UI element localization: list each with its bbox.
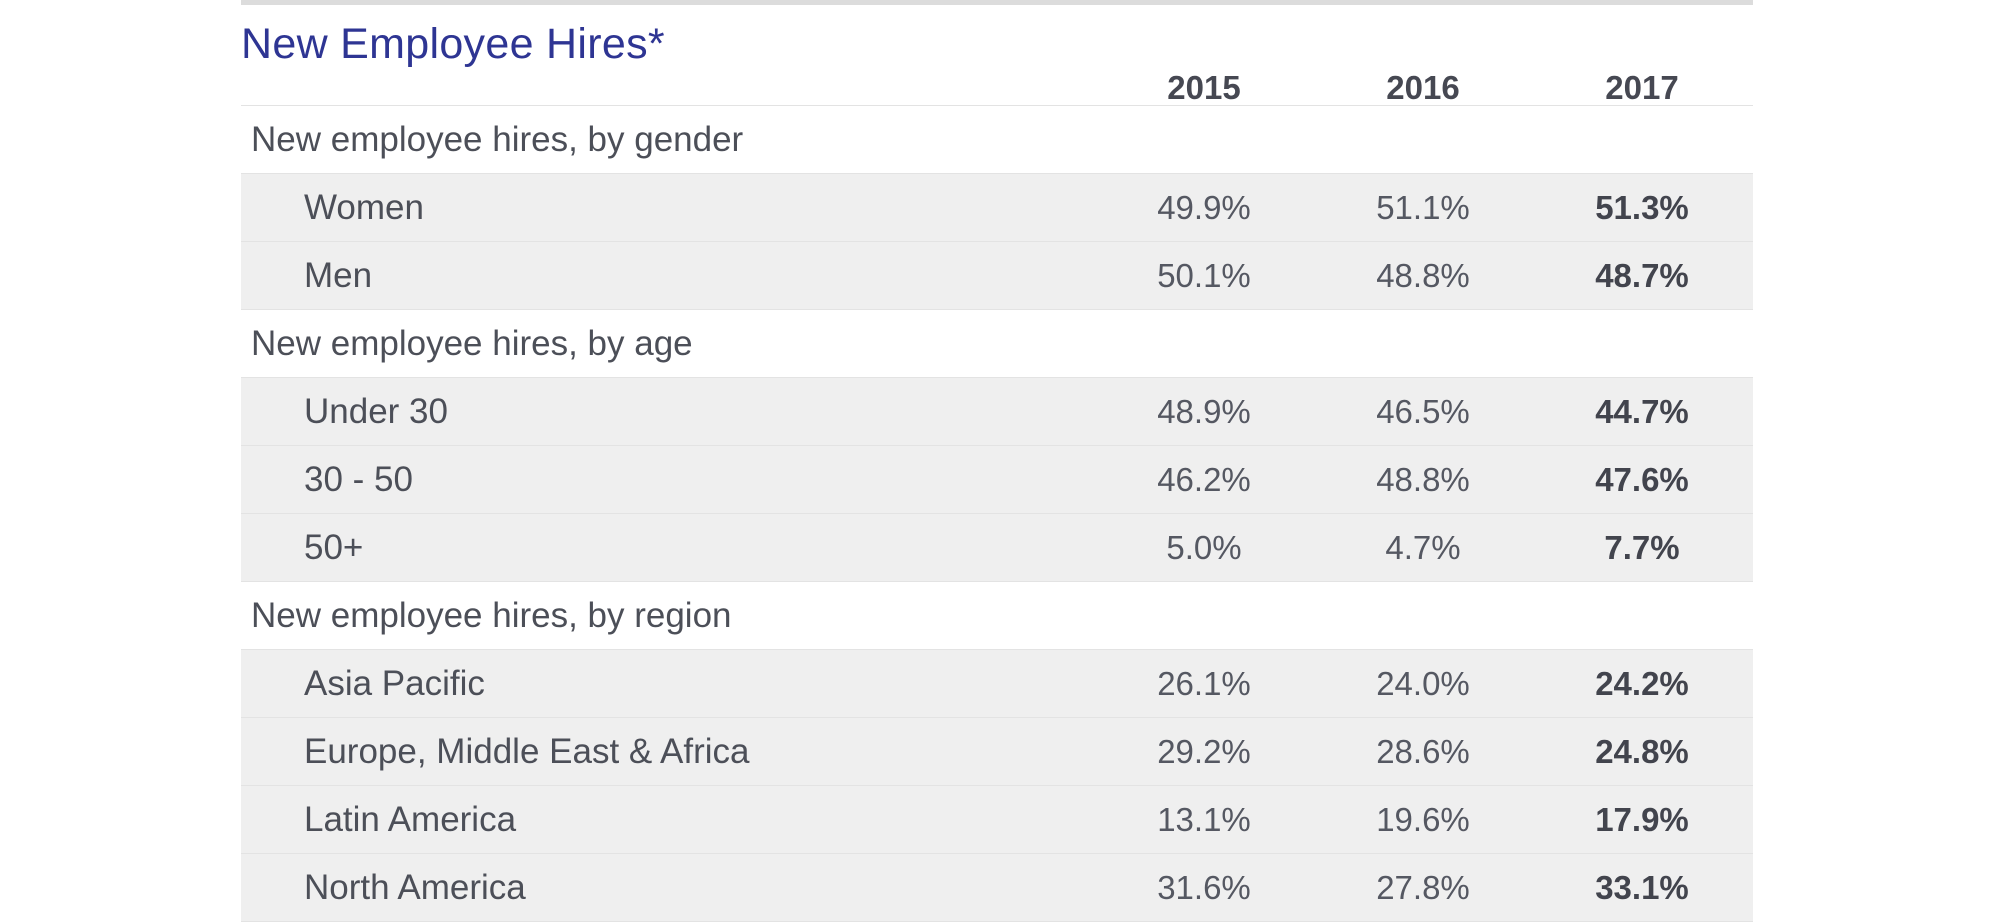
column-header-2017: 2017 <box>1605 69 1679 106</box>
cell-2016: 27.8% <box>1376 869 1470 906</box>
cell-2016: 4.7% <box>1385 529 1461 566</box>
table-row: Women 49.9% 51.1% 51.3% <box>241 174 1753 242</box>
row-label: Europe, Middle East & Africa <box>304 732 750 771</box>
cell-2016: 48.8% <box>1376 461 1470 498</box>
row-label: Women <box>304 188 424 227</box>
table-row: 50+ 5.0% 4.7% 7.7% <box>241 514 1753 582</box>
table-row: 30 - 50 46.2% 48.8% 47.6% <box>241 446 1753 514</box>
cell-2015: 29.2% <box>1157 733 1251 770</box>
column-header-2015: 2015 <box>1167 69 1241 106</box>
row-label: 30 - 50 <box>304 460 413 499</box>
row-label: Under 30 <box>304 392 448 431</box>
cell-2016: 46.5% <box>1376 393 1470 430</box>
row-label: Asia Pacific <box>304 664 485 703</box>
section-header-row: New employee hires, by region <box>241 582 1753 650</box>
row-label: North America <box>304 868 526 907</box>
row-label: Latin America <box>304 800 517 839</box>
table-row: Europe, Middle East & Africa 29.2% 28.6% 24… <box>241 718 1753 786</box>
cell-2017: 7.7% <box>1604 529 1680 566</box>
section-heading: New employee hires, by age <box>251 324 693 363</box>
cell-2016: 51.1% <box>1376 189 1470 226</box>
top-rule <box>241 0 1753 5</box>
section-heading: New employee hires, by region <box>251 596 732 635</box>
row-label: 50+ <box>304 528 364 567</box>
cell-2017: 48.7% <box>1595 257 1689 294</box>
cell-2017: 47.6% <box>1595 461 1689 498</box>
cell-2016: 19.6% <box>1376 801 1470 838</box>
section-heading: New employee hires, by gender <box>251 120 744 159</box>
row-label: Men <box>304 256 373 295</box>
table-body: New employee hires, by gender Women 49.9% 5… <box>241 106 1753 922</box>
cell-2017: 17.9% <box>1595 801 1689 838</box>
cell-2016: 28.6% <box>1376 733 1470 770</box>
cell-2017: 51.3% <box>1595 189 1689 226</box>
cell-2015: 46.2% <box>1157 461 1251 498</box>
cell-2015: 13.1% <box>1157 801 1251 838</box>
cell-2016: 24.0% <box>1376 665 1470 702</box>
table-row: Asia Pacific 26.1% 24.0% 24.2% <box>241 650 1753 718</box>
column-header-2016: 2016 <box>1386 69 1460 106</box>
section-header-row: New employee hires, by gender <box>241 106 1753 174</box>
table-header: New Employee Hires* 2015 2016 2017 <box>241 5 1753 106</box>
cell-2015: 48.9% <box>1157 393 1251 430</box>
cell-2017: 24.8% <box>1595 733 1689 770</box>
cell-2017: 33.1% <box>1595 869 1689 906</box>
cell-2015: 26.1% <box>1157 665 1251 702</box>
cell-2015: 49.9% <box>1157 189 1251 226</box>
cell-2016: 48.8% <box>1376 257 1470 294</box>
table-row: North America 31.6% 27.8% 33.1% <box>241 854 1753 922</box>
table-row: Under 30 48.9% 46.5% 44.7% <box>241 378 1753 446</box>
table-row: Men 50.1% 48.8% 48.7% <box>241 242 1753 310</box>
new-employee-hires-table: New Employee Hires* 2015 2016 2017 New e… <box>241 0 1753 922</box>
cell-2015: 31.6% <box>1157 869 1251 906</box>
cell-2015: 5.0% <box>1166 529 1242 566</box>
cell-2017: 24.2% <box>1595 665 1689 702</box>
table-row: Latin America 13.1% 19.6% 17.9% <box>241 786 1753 854</box>
table-title: New Employee Hires* <box>241 20 665 68</box>
section-header-row: New employee hires, by age <box>241 310 1753 378</box>
cell-2017: 44.7% <box>1595 393 1689 430</box>
cell-2015: 50.1% <box>1157 257 1251 294</box>
